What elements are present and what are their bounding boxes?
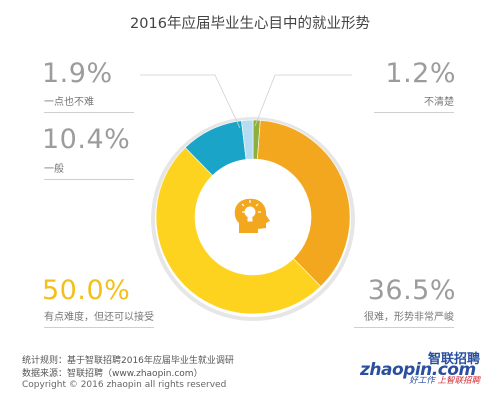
donut-slice-1 — [257, 119, 351, 287]
donut-slice-2 — [155, 147, 322, 315]
chart-title: 2016年应届毕业生心目中的就业形势 — [130, 16, 370, 32]
logo-slogan-part1: 好工作 — [409, 376, 435, 386]
statistics-rule-note: 统计规则：基于智联招聘2016年应届毕业生就业调研 — [22, 356, 234, 366]
bulb-base — [247, 217, 253, 222]
leader-line-4 — [140, 74, 241, 129]
category-label-unsure: 不清楚 — [424, 97, 454, 108]
copyright-note: Copyright © 2016 zhaopin all rights rese… — [22, 380, 227, 390]
category-label-very-difficult: 很难，形势非常严峻 — [364, 312, 454, 323]
data-source-note: 数据来源：智联招聘（www.zhaopin.com） — [22, 369, 203, 379]
bulb-ray-4 — [255, 203, 259, 207]
divider — [374, 112, 454, 113]
bulb-glass — [244, 206, 256, 218]
logo-slogan-part2: 上智联招聘 — [437, 376, 480, 386]
value-label-very-difficult: 36.5% — [367, 275, 456, 306]
value-label-somewhat-difficult: 50.0% — [42, 275, 131, 306]
leader-line-0 — [254, 74, 352, 127]
value-label-average: 10.4% — [42, 124, 131, 155]
donut-shadow — [151, 117, 355, 321]
zhaopin-logo: 智联招聘 zhaopin.com 好工作 上智联招聘 — [360, 352, 480, 388]
value-label-hardly-difficult: 1.9% — [42, 58, 113, 89]
category-label-average: 一般 — [44, 164, 64, 175]
logo-chinese-name: 智联招聘 — [427, 352, 480, 367]
divider — [44, 112, 134, 113]
category-label-hardly-difficult: 一点也不难 — [44, 97, 94, 108]
category-label-somewhat-difficult: 有点难度，但还可以接受 — [44, 312, 154, 323]
divider — [44, 327, 154, 328]
divider — [44, 179, 134, 180]
value-label-unsure: 1.2% — [385, 58, 456, 89]
bulb-ray-3 — [241, 203, 245, 207]
donut-slice-4 — [241, 119, 254, 160]
head-lightbulb-icon — [234, 198, 270, 233]
divider — [354, 327, 454, 328]
logo-slogan: 好工作 上智联招聘 — [409, 374, 480, 386]
logo-wordmark: zhaopin.com — [360, 360, 476, 380]
